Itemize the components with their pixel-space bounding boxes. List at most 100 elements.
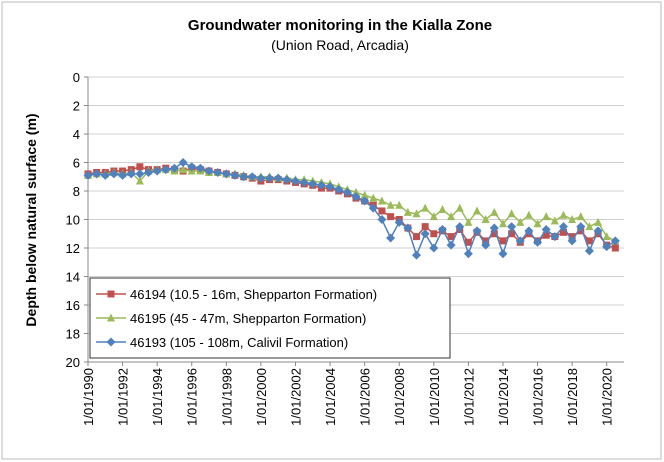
data-point (144, 167, 154, 177)
data-point (421, 223, 429, 231)
data-point (507, 209, 516, 218)
data-point (524, 210, 533, 219)
data-point (308, 179, 318, 189)
data-point (136, 163, 144, 171)
y-tick-label: 18 (66, 327, 80, 342)
x-tick-label: 1/01/2002 (288, 368, 303, 426)
data-point (481, 215, 490, 223)
data-point (403, 207, 412, 216)
x-tick-label: 1/01/1998 (219, 368, 234, 426)
data-point (169, 163, 179, 173)
data-point (490, 207, 499, 216)
data-point (221, 169, 231, 179)
y-tick-label: 4 (73, 127, 80, 142)
data-point (430, 230, 438, 238)
chart-subtitle: (Union Road, Arcadia) (271, 37, 409, 53)
data-point (602, 232, 611, 241)
data-point (106, 337, 116, 347)
data-point (585, 237, 593, 245)
data-point (472, 226, 482, 236)
data-point (568, 215, 577, 223)
data-point (395, 200, 404, 209)
data-point (360, 196, 370, 206)
data-point (412, 209, 421, 218)
data-point (239, 172, 249, 182)
data-point (342, 187, 352, 197)
data-point (360, 190, 369, 199)
data-point (299, 177, 309, 187)
data-point (325, 182, 335, 192)
data-point (179, 165, 188, 174)
data-point (576, 222, 586, 232)
x-tick-label: 1/01/1990 (81, 368, 96, 426)
data-point (387, 213, 395, 221)
legend-label: 46194 (10.5 - 16m, Shepparton Formation) (130, 287, 377, 302)
data-point (481, 240, 491, 250)
data-point (187, 162, 197, 172)
data-point (541, 224, 551, 234)
data-point (368, 203, 378, 213)
y-tick-label: 8 (73, 184, 80, 199)
data-point (247, 172, 257, 182)
x-tick-label: 1/01/2000 (254, 368, 269, 426)
y-tick-label: 20 (66, 355, 80, 370)
legend-label: 46193 (105 - 108m, Calivil Formation) (130, 335, 348, 350)
data-point (446, 240, 456, 250)
data-point (507, 222, 517, 232)
data-point (559, 210, 568, 219)
data-point (351, 192, 361, 202)
data-point (610, 236, 620, 246)
x-tick-label: 1/01/1992 (116, 368, 131, 426)
data-point (533, 237, 543, 247)
data-point (508, 230, 516, 238)
data-point (515, 236, 525, 246)
data-point (593, 226, 603, 236)
data-point (533, 219, 542, 228)
y-tick-label: 0 (73, 70, 80, 85)
x-tick-label: 1/01/1996 (185, 368, 200, 426)
data-point (567, 236, 577, 246)
x-tick-label: 1/01/2014 (496, 368, 511, 426)
data-point (273, 173, 283, 183)
legend-box (89, 277, 451, 359)
data-point (550, 232, 560, 242)
data-point (109, 169, 119, 179)
data-point (100, 170, 110, 180)
data-point (490, 230, 498, 238)
data-point (498, 219, 507, 228)
data-point (334, 185, 344, 195)
data-point (126, 169, 136, 179)
data-point (290, 176, 300, 186)
data-point (429, 212, 438, 221)
x-tick-label: 1/01/2008 (392, 368, 407, 426)
data-point (135, 169, 145, 179)
data-point (83, 170, 93, 180)
data-point (559, 228, 567, 236)
data-point (576, 212, 585, 221)
chart-title: Groundwater monitoring in the Kialla Zon… (188, 17, 492, 34)
x-tick-label: 1/01/2010 (427, 368, 442, 426)
data-point (282, 175, 292, 185)
data-point (386, 233, 396, 243)
data-point (421, 203, 430, 212)
data-point (369, 193, 378, 202)
data-point (377, 215, 387, 224)
data-point (524, 226, 534, 236)
data-point (499, 237, 507, 245)
data-point (447, 233, 455, 241)
y-tick-label: 14 (66, 270, 80, 285)
data-point (594, 217, 603, 226)
data-point (558, 222, 568, 232)
x-tick-label: 1/01/2004 (323, 368, 338, 426)
data-point (455, 203, 464, 212)
data-point (107, 313, 115, 322)
data-point (265, 173, 275, 183)
data-point (464, 217, 473, 226)
data-point (178, 158, 188, 167)
data-point (429, 243, 439, 253)
data-point (213, 167, 223, 177)
data-point (542, 212, 551, 221)
data-point (204, 166, 214, 176)
data-point (585, 222, 594, 231)
data-point (464, 238, 472, 246)
